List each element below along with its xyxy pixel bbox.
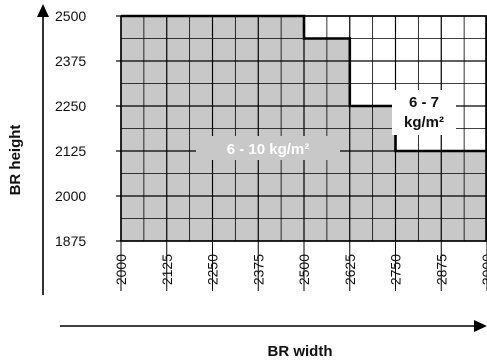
y-tick-label: 2250 [55,98,86,114]
label-layer: 6 - 10 kg/m² 6 - 7 kg/m² [196,90,456,160]
x-tick-label: 2125 [159,254,175,285]
y-axis-title: BR height [7,125,24,196]
y-tick-label: 2000 [55,188,86,204]
region-label-background [196,136,340,160]
x-axis-title: BR width [268,343,333,360]
y-tick-label: 1875 [55,233,86,249]
region-boundary-line [121,14,487,153]
region-label-background [392,90,456,135]
y-tick-label: 2500 [55,8,86,24]
region-label-6-7: 6 - 7 [409,94,439,111]
tick-layer: 2500 2375 2250 2125 2000 1875 2000 2125 2250 2375… [55,8,487,291]
y-tick-label: 2375 [55,53,86,69]
x-axis-arrow [60,320,487,332]
y-axis-arrow [37,4,49,295]
x-tick-label: 2000 [113,254,129,285]
x-tick-label: 2750 [388,254,404,285]
y-tick-label: 2125 [55,143,86,159]
x-tick-label: 2625 [342,254,358,285]
x-tick-label: 2375 [250,254,266,285]
x-tick-label: 2500 [296,254,312,285]
x-tick-label: 2875 [433,254,449,285]
region-label-6-7: kg/m² [404,114,444,131]
region-label-6-10: 6 - 10 kg/m² [227,141,310,158]
x-tick-label: 3000 [479,254,487,285]
x-tick-label: 2250 [205,254,221,285]
